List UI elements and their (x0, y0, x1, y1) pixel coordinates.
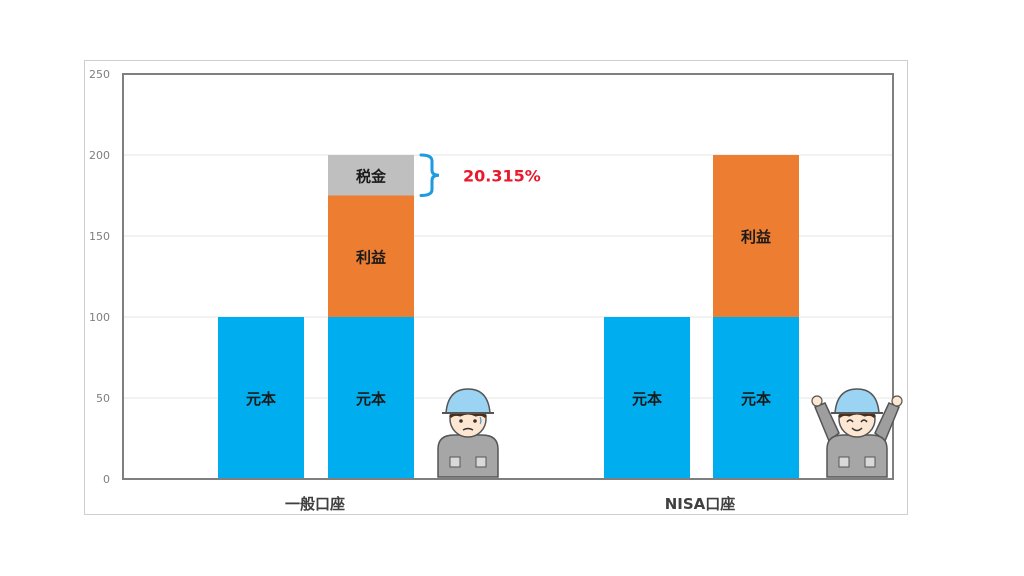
worried-worker-icon (437, 388, 499, 478)
bar-segment-label: 元本 (741, 390, 771, 408)
happy-worker-icon (811, 388, 903, 478)
bar-segment-label: 税金 (356, 167, 387, 185)
bar-segment-元本 (218, 317, 304, 479)
category-label: 一般口座 (285, 495, 345, 513)
chart-frame: 0 50 100 150 200 250 元本 元本 利益 税金元本 元本 利益一般口座 NISA口座 2… (84, 60, 908, 515)
y-tick-label: 250 (89, 68, 110, 81)
bar-segment-label: 利益 (741, 228, 771, 246)
bar-segment-元本 (328, 317, 414, 479)
category-label: NISA口座 (665, 495, 736, 513)
bar-segment-元本 (604, 317, 690, 479)
y-tick-label: 50 (96, 392, 110, 405)
y-tick-label: 150 (89, 230, 110, 243)
bar-segment-利益 (713, 155, 799, 317)
curly-brace-icon (419, 153, 440, 197)
tax-rate-annotation: 20.315% (463, 166, 541, 185)
bar-segment-label: 利益 (356, 248, 386, 266)
y-tick-label: 0 (103, 473, 110, 486)
bar-segment-税金 (328, 155, 414, 196)
y-tick-label: 100 (89, 311, 110, 324)
bar-segment-元本 (713, 317, 799, 479)
bar-segment-label: 元本 (632, 390, 662, 408)
y-tick-label: 200 (89, 149, 110, 162)
bar-segment-label: 元本 (246, 390, 276, 408)
plot-area-border (122, 73, 894, 480)
bar-segment-利益 (328, 195, 414, 317)
bar-segment-label: 元本 (356, 390, 386, 408)
